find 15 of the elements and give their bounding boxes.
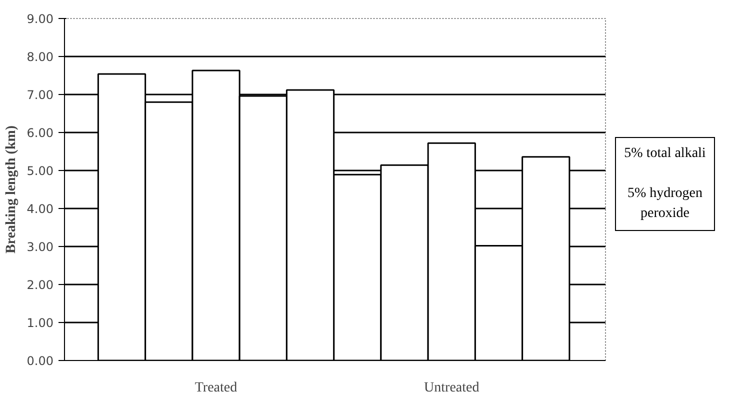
y-tick-label: 4.00 bbox=[26, 202, 54, 216]
y-axis-title: Breaking length (km) bbox=[4, 125, 19, 254]
x-tick-label: Untreated bbox=[424, 380, 480, 396]
y-tick-label: 9.00 bbox=[26, 12, 54, 26]
y-tick-label: 2.00 bbox=[26, 278, 54, 292]
y-tick-label: 1.00 bbox=[26, 316, 54, 330]
y-tick-label: 3.00 bbox=[26, 240, 54, 254]
y-tick-label: 6.00 bbox=[26, 126, 54, 140]
y-tick-label: 7.00 bbox=[26, 88, 54, 102]
x-tick-label: Treated bbox=[194, 380, 238, 396]
y-tick-label: 8.00 bbox=[26, 50, 54, 64]
text: 5% total alkali bbox=[624, 146, 706, 161]
text: 5% hydrogen peroxide bbox=[627, 186, 703, 221]
y-tick-label: 5.00 bbox=[26, 164, 54, 178]
y-tick-label: 0.00 bbox=[26, 354, 54, 368]
